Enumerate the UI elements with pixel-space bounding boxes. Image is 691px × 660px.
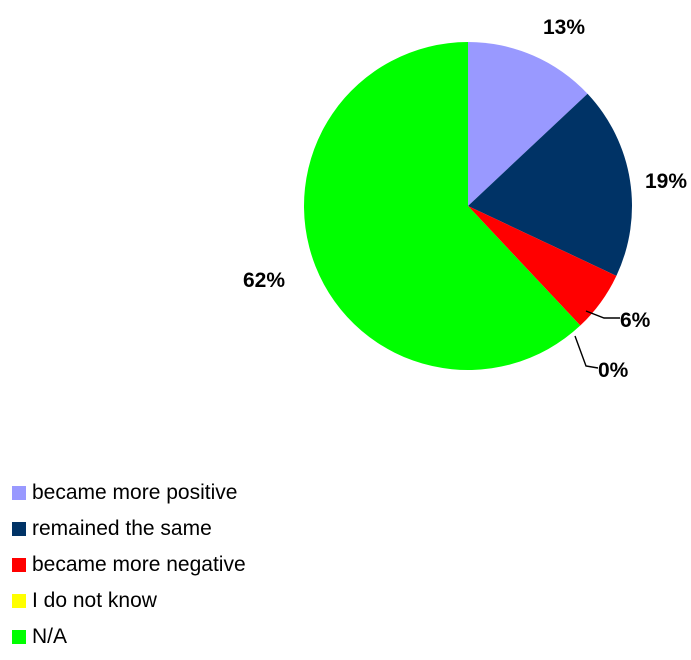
- pie-slice-remained-the-same: [468, 93, 633, 276]
- legend-swatch-i-do-not-know: [12, 594, 26, 608]
- data-label-remained-the-same: 19%: [645, 170, 687, 193]
- pie-plot: 13% 19% 6% 0% 62%: [243, 16, 687, 382]
- legend: became more positive remained the same b…: [12, 480, 412, 660]
- legend-item-i-do-not-know: I do not know: [12, 588, 412, 614]
- legend-label: remained the same: [32, 517, 212, 540]
- leader-line-became-more-negative: [585, 310, 620, 319]
- data-label-became-more-positive: 13%: [543, 16, 585, 39]
- legend-swatch-remained-the-same: [12, 522, 26, 536]
- legend-label: I do not know: [32, 589, 157, 612]
- data-label-n-a: 62%: [243, 269, 285, 292]
- legend-label: became more positive: [32, 481, 238, 504]
- legend-item-n-a: N/A: [12, 624, 412, 650]
- pie-slice-became-more-negative: [468, 206, 617, 326]
- legend-item-remained-the-same: remained the same: [12, 516, 412, 542]
- data-label-became-more-negative: 6%: [620, 309, 651, 332]
- leader-line-i-do-not-know: [574, 335, 599, 369]
- legend-label: N/A: [32, 625, 68, 648]
- data-label-i-do-not-know: 0%: [598, 359, 629, 382]
- legend-item-became-more-negative: became more negative: [12, 552, 412, 578]
- legend-swatch-became-more-negative: [12, 558, 26, 572]
- pie-slice-n-a: [304, 42, 581, 371]
- legend-item-became-more-positive: became more positive: [12, 480, 412, 506]
- legend-label: became more negative: [32, 553, 246, 576]
- legend-swatch-n-a: [12, 630, 26, 644]
- pie-slice-became-more-positive: [468, 42, 588, 206]
- legend-swatch-became-more-positive: [12, 486, 26, 500]
